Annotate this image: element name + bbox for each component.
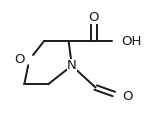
Text: N: N bbox=[67, 59, 77, 72]
Text: O: O bbox=[89, 11, 99, 24]
Text: O: O bbox=[123, 90, 133, 103]
Text: OH: OH bbox=[121, 35, 141, 48]
Text: O: O bbox=[14, 53, 25, 66]
